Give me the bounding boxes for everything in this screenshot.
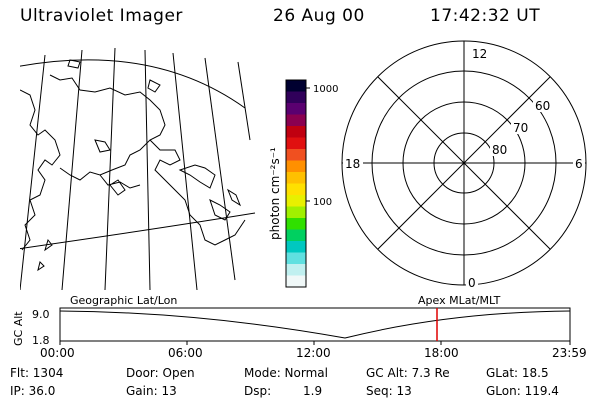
mode-status: Mode: Normal xyxy=(244,366,328,380)
mlt-0-label: 0 xyxy=(468,276,476,290)
colorbar-segment xyxy=(286,241,306,253)
longitude-line xyxy=(144,49,151,290)
xtick-2359: 23:59 xyxy=(552,346,587,360)
door-status: Door: Open xyxy=(126,366,195,380)
mlt-6-label: 6 xyxy=(575,157,583,171)
longitude-line xyxy=(104,47,116,290)
colorbar-segment xyxy=(286,218,306,230)
lat-70-label: 70 xyxy=(513,121,528,135)
longitude-line xyxy=(61,49,83,290)
colorbar-segment xyxy=(286,126,306,138)
colorbar-segment xyxy=(286,80,306,92)
colorbar-segment xyxy=(286,149,306,161)
colorbar-segment xyxy=(286,183,306,196)
colorbar-segment xyxy=(286,275,306,288)
timeline-right-label: Apex MLat/MLT xyxy=(418,294,501,307)
timeline-left-label: Geographic Lat/Lon xyxy=(70,294,177,307)
colorbar-tick-1000: 1000 xyxy=(313,84,338,95)
xtick-1200: 12:00 xyxy=(296,346,331,360)
xtick-1800: 18:00 xyxy=(424,346,459,360)
timeline-ytick-top: 9.0 xyxy=(32,308,50,321)
colorbar-segment xyxy=(286,252,306,265)
gc-alt-status: GC Alt: 7.3 Re xyxy=(366,366,450,380)
altitude-curve xyxy=(59,310,571,339)
lat-60-label: 60 xyxy=(535,99,550,113)
flt-status: Flt: 1304 xyxy=(10,366,64,380)
coastline xyxy=(20,59,246,272)
colorbar xyxy=(286,80,306,288)
longitude-line xyxy=(172,52,198,290)
colorbar-segment xyxy=(286,229,306,242)
colorbar-segment xyxy=(286,160,306,173)
dsp-value: 1.9 xyxy=(303,384,323,398)
dsp-label: Dsp: xyxy=(244,384,272,398)
instrument-title: Ultraviolet Imager xyxy=(20,6,183,26)
mlt-12-label: 12 xyxy=(472,47,487,61)
polar-grid xyxy=(341,40,587,286)
ip-status: IP: 36.0 xyxy=(10,384,56,398)
xtick-0000: 00:00 xyxy=(40,346,75,360)
timeline-frame xyxy=(59,307,571,342)
seq-status: Seq: 13 xyxy=(366,384,412,398)
colorbar-tick-100: 100 xyxy=(313,197,332,208)
timeline-ytick-bottom: 1.8 xyxy=(32,334,50,347)
colorbar-frame xyxy=(285,79,307,288)
longitude-line xyxy=(20,54,46,290)
timeline-yaxis-label: GC Alt xyxy=(12,311,25,346)
colorbar-segment xyxy=(286,103,306,115)
glat-status: GLat: 18.5 xyxy=(486,366,549,380)
colorbar-segment xyxy=(286,195,306,207)
colorbar-segment xyxy=(286,172,306,184)
colorbar-segment xyxy=(286,206,306,219)
time-label: 17:42:32 UT xyxy=(430,6,541,26)
lat-80-label: 80 xyxy=(492,143,507,157)
mlt-18-label: 18 xyxy=(345,157,360,171)
latitude-arc-north xyxy=(20,59,246,109)
colorbar-unit-label: photon cm⁻²s⁻¹ xyxy=(268,147,282,240)
date-label: 26 Aug 00 xyxy=(273,6,365,26)
colorbar-segment xyxy=(286,91,306,104)
longitude-line xyxy=(237,61,251,141)
glon-status: GLon: 119.4 xyxy=(486,384,559,398)
xtick-0600: 06:00 xyxy=(168,346,203,360)
colorbar-segment xyxy=(286,114,306,127)
colorbar-segment xyxy=(286,264,306,276)
gain-status: Gain: 13 xyxy=(126,384,177,398)
longitude-line xyxy=(204,57,236,281)
latitude-arc-south xyxy=(20,212,256,250)
colorbar-segment xyxy=(286,137,306,150)
